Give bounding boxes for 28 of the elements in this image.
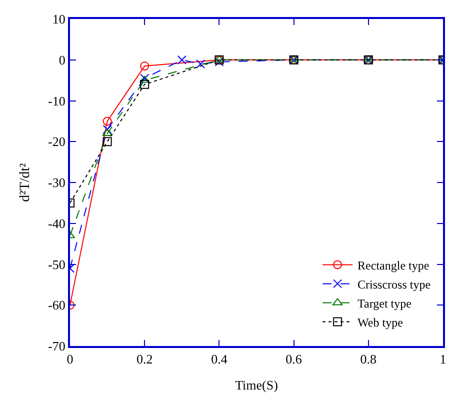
y-tick-label: 0 xyxy=(58,52,66,68)
x-tick-label: 0.4 xyxy=(211,352,228,367)
point xyxy=(140,80,150,89)
y-tick-label: -40 xyxy=(48,216,66,231)
legend-label: Crisscross type xyxy=(358,277,431,292)
y-tick-label: -20 xyxy=(48,134,66,150)
y-tick-label: -10 xyxy=(48,93,66,108)
legend-label: Rectangle type xyxy=(358,258,430,272)
point xyxy=(102,137,112,146)
point xyxy=(140,62,150,71)
y-tick-label: -30 xyxy=(48,175,66,190)
point xyxy=(102,128,112,136)
y-tick-label: -70 xyxy=(48,338,66,354)
legend-label: Target type xyxy=(358,296,412,310)
x-tick-label: 0.2 xyxy=(136,352,153,367)
y-tick-label: -50 xyxy=(48,256,66,272)
legend-label: Web type xyxy=(358,315,403,330)
point xyxy=(196,59,206,68)
point xyxy=(102,124,112,134)
y-axis-title: d²T/dt² xyxy=(18,163,34,202)
y-tick-label: 10 xyxy=(52,12,66,27)
point xyxy=(102,116,112,126)
x-tick-label: 0.8 xyxy=(360,352,377,367)
x-tick-label: 0.6 xyxy=(286,352,302,367)
point xyxy=(177,55,186,64)
y-tick-label: -60 xyxy=(48,298,66,313)
x-axis-title: Time(S) xyxy=(235,378,278,393)
x-tick-label: 1 xyxy=(440,352,446,367)
